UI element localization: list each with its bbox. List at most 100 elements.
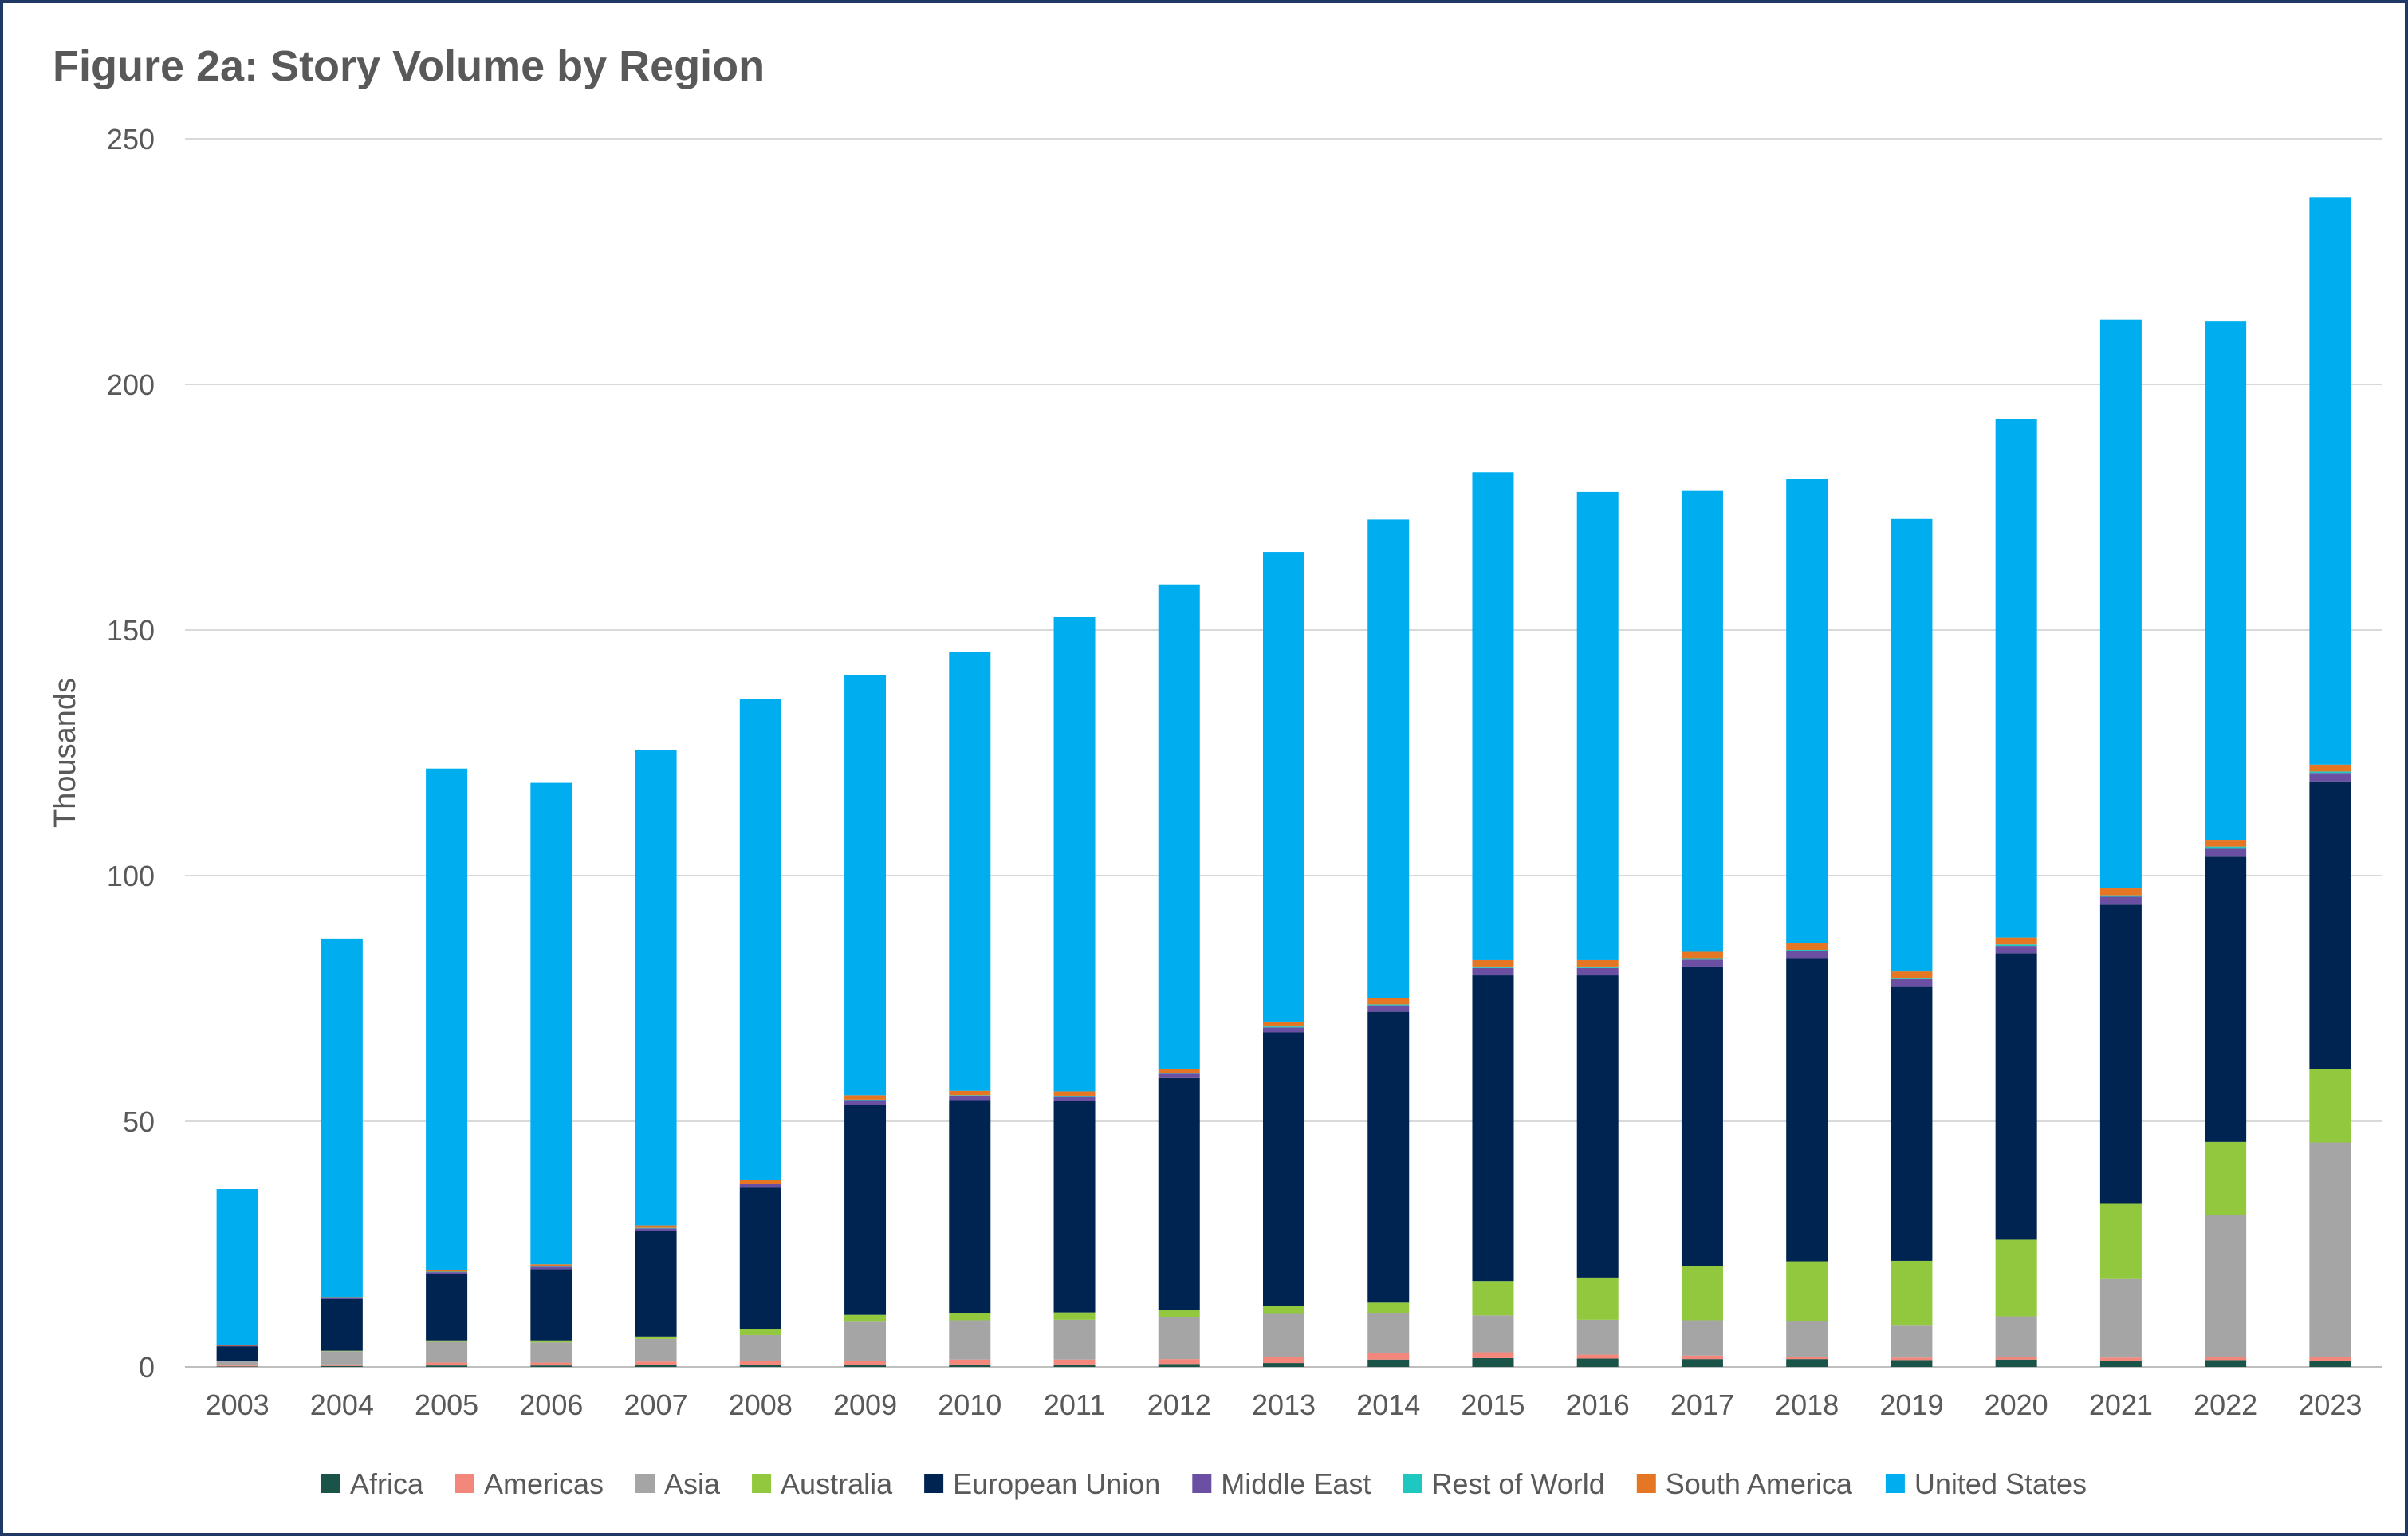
bar-middle-east-2017 <box>1681 959 1723 967</box>
bar-australia-2007 <box>635 1336 677 1339</box>
legend-label-united-states: United States <box>1914 1467 2087 1500</box>
bar-south-america-2006 <box>530 1264 572 1266</box>
bar-south-america-2019 <box>1891 971 1933 979</box>
bar-americas-2012 <box>1158 1359 1200 1365</box>
bar-africa-2008 <box>739 1365 781 1367</box>
bar-africa-2005 <box>426 1365 468 1367</box>
bar-americas-2015 <box>1472 1352 1514 1358</box>
x-tick-label: 2022 <box>2194 1388 2257 1421</box>
legend-swatch-rest-of-world <box>1403 1474 1422 1493</box>
x-tick-label: 2005 <box>415 1388 478 1421</box>
x-tick-label: 2004 <box>310 1388 374 1421</box>
bar-united-states-2003 <box>216 1189 258 1345</box>
bar-european-union-2005 <box>426 1274 468 1341</box>
bar-united-states-2016 <box>1576 491 1619 960</box>
bar-united-states-2013 <box>1263 552 1304 1022</box>
legend-label-americas: Americas <box>484 1467 604 1500</box>
bar-australia-2004 <box>321 1350 363 1352</box>
bar-australia-2006 <box>530 1340 572 1343</box>
bar-americas-2006 <box>530 1362 572 1366</box>
bar-australia-2014 <box>1367 1302 1410 1313</box>
bar-south-america-2018 <box>1786 943 1828 951</box>
bar-united-states-2023 <box>2309 197 2351 765</box>
bar-rest-of-world-2012 <box>1158 1073 1200 1074</box>
bar-rest-of-world-2020 <box>1995 944 2037 947</box>
bar-asia-2011 <box>1053 1319 1096 1360</box>
bar-united-states-2012 <box>1158 584 1200 1069</box>
bar-africa-2017 <box>1681 1359 1723 1367</box>
y-tick-label: 0 <box>139 1351 155 1384</box>
x-tick-label: 2014 <box>1356 1388 1420 1421</box>
bar-rest-of-world-2019 <box>1891 978 1933 979</box>
bar-middle-east-2016 <box>1576 967 1619 976</box>
bar-united-states-2009 <box>844 675 887 1096</box>
bar-asia-2010 <box>949 1320 991 1360</box>
bar-africa-2022 <box>2205 1360 2247 1367</box>
legend-swatch-middle-east <box>1192 1474 1212 1493</box>
x-tick-label: 2017 <box>1670 1388 1734 1421</box>
bar-european-union-2014 <box>1367 1011 1410 1303</box>
legend-swatch-asia <box>635 1474 655 1493</box>
x-tick-label: 2007 <box>624 1388 688 1421</box>
bar-south-america-2008 <box>739 1180 781 1184</box>
bar-middle-east-2014 <box>1367 1005 1410 1012</box>
bar-asia-2003 <box>216 1361 258 1366</box>
bar-rest-of-world-2006 <box>530 1266 572 1267</box>
legend-label-european-union: European Union <box>953 1467 1160 1500</box>
x-tick-label: 2023 <box>2298 1388 2362 1421</box>
bar-americas-2007 <box>635 1361 677 1365</box>
bar-united-states-2015 <box>1472 472 1514 960</box>
bar-rest-of-world-2010 <box>949 1095 991 1096</box>
bar-africa-2013 <box>1263 1363 1304 1367</box>
bar-middle-east-2009 <box>844 1100 887 1105</box>
bar-rest-of-world-2016 <box>1576 966 1619 968</box>
y-tick-label: 250 <box>107 123 155 156</box>
bar-asia-2022 <box>2205 1215 2247 1357</box>
legend-swatch-south-america <box>1636 1474 1656 1493</box>
bar-european-union-2008 <box>739 1187 781 1329</box>
bar-united-states-2022 <box>2205 321 2247 841</box>
x-tick-label: 2015 <box>1461 1388 1525 1421</box>
bar-middle-east-2013 <box>1263 1027 1304 1033</box>
bar-united-states-2010 <box>949 652 991 1091</box>
bar-asia-2023 <box>2309 1142 2351 1357</box>
y-tick-label: 100 <box>107 860 155 892</box>
legend-swatch-european-union <box>924 1474 944 1493</box>
bar-africa-2011 <box>1053 1364 1096 1367</box>
bar-middle-east-2018 <box>1786 951 1828 959</box>
bar-south-america-2010 <box>949 1090 991 1096</box>
bar-africa-2015 <box>1472 1357 1514 1367</box>
bar-africa-2003 <box>216 1366 258 1367</box>
bar-european-union-2012 <box>1158 1077 1200 1310</box>
bar-rest-of-world-2017 <box>1681 958 1723 960</box>
bar-european-union-2011 <box>1053 1101 1096 1313</box>
bar-european-union-2018 <box>1786 958 1828 1262</box>
bar-middle-east-2008 <box>739 1184 781 1188</box>
bar-asia-2019 <box>1891 1325 1933 1358</box>
bar-united-states-2020 <box>1995 419 2037 938</box>
legend-label-africa: Africa <box>350 1467 424 1500</box>
bar-australia-2010 <box>949 1313 991 1321</box>
bar-asia-2021 <box>2099 1278 2142 1358</box>
bar-south-america-2023 <box>2309 764 2351 772</box>
bar-americas-2014 <box>1367 1353 1410 1360</box>
bar-european-union-2016 <box>1576 975 1619 1278</box>
x-tick-label: 2021 <box>2089 1388 2153 1421</box>
bar-africa-2007 <box>635 1365 677 1367</box>
bar-australia-2020 <box>1995 1239 2037 1317</box>
bar-united-states-2008 <box>739 699 781 1180</box>
bar-asia-2020 <box>1995 1316 2037 1357</box>
bar-middle-east-2012 <box>1158 1073 1200 1078</box>
bar-european-union-2003 <box>216 1346 258 1361</box>
legend-label-middle-east: Middle East <box>1221 1467 1371 1500</box>
legend: Africa Americas Asia Australia European Unio… <box>321 1467 2087 1500</box>
y-axis-ticks: 0 50 100 150 200 250 <box>107 123 155 1384</box>
bar-australia-2016 <box>1576 1277 1619 1320</box>
bar-rest-of-world-2015 <box>1472 966 1514 968</box>
bar-european-union-2009 <box>844 1105 887 1315</box>
bar-africa-2014 <box>1367 1359 1410 1367</box>
legend-label-south-america: South America <box>1666 1467 1853 1500</box>
bar-rest-of-world-2022 <box>2205 846 2247 849</box>
bar-asia-2014 <box>1367 1313 1410 1353</box>
